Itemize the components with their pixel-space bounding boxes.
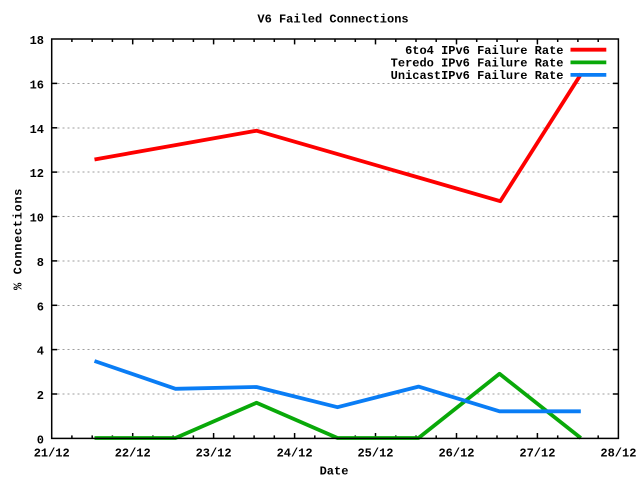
svg-text:21/12: 21/12 [34,446,70,460]
svg-text:4: 4 [37,345,44,359]
svg-text:% Connections: % Connections [12,188,26,290]
svg-text:UnicastIPv6 Failure Rate: UnicastIPv6 Failure Rate [391,69,564,83]
svg-text:18: 18 [30,34,44,48]
svg-text:10: 10 [30,212,44,226]
svg-text:24/12: 24/12 [277,446,313,460]
svg-text:26/12: 26/12 [438,446,474,460]
svg-text:V6 Failed Connections: V6 Failed Connections [257,13,408,27]
svg-text:22/12: 22/12 [115,446,151,460]
svg-text:16: 16 [30,78,44,92]
svg-text:0: 0 [37,433,44,447]
svg-text:2: 2 [37,389,44,403]
svg-text:Teredo IPv6 Failure Rate: Teredo IPv6 Failure Rate [391,57,564,71]
svg-text:27/12: 27/12 [519,446,555,460]
svg-text:12: 12 [30,167,44,181]
svg-text:6to4 IPv6 Failure Rate: 6to4 IPv6 Failure Rate [405,44,563,58]
svg-text:23/12: 23/12 [196,446,232,460]
svg-text:6: 6 [37,300,44,314]
svg-text:14: 14 [30,123,44,137]
svg-text:Date: Date [320,465,349,479]
svg-text:25/12: 25/12 [357,446,393,460]
svg-text:8: 8 [37,256,44,270]
svg-text:28/12: 28/12 [600,446,636,460]
